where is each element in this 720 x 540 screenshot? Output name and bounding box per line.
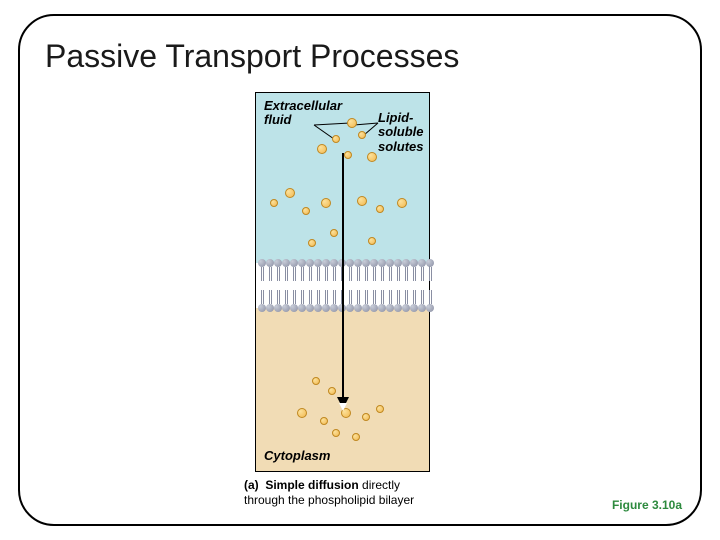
solute-particle-icon: [357, 196, 367, 206]
caption-term: Simple diffusion: [265, 478, 358, 492]
solute-particle-icon: [376, 405, 384, 413]
phospholipid-tail-icon: [431, 267, 432, 281]
solute-particle-icon: [321, 198, 331, 208]
solute-particle-icon: [332, 135, 340, 143]
figure-caption: (a) Simple diffusion directlythrough the…: [244, 478, 474, 508]
solute-particle-icon: [308, 239, 316, 247]
solute-particle-icon: [285, 188, 295, 198]
solute-particle-icon: [330, 229, 338, 237]
solute-particle-icon: [332, 429, 340, 437]
solute-particle-icon: [302, 207, 310, 215]
diffusion-arrow-dashed-segment: [342, 263, 344, 308]
phospholipid-tail-icon: [431, 290, 432, 304]
figure-number: Figure 3.10a: [612, 498, 682, 512]
solute-particle-icon: [320, 417, 328, 425]
solute-particle-icon: [362, 413, 370, 421]
membrane-diagram: Extracellularfluid Lipid-solublesolutes …: [255, 92, 430, 472]
solute-particle-icon: [352, 433, 360, 441]
solute-particle-icon: [312, 377, 320, 385]
solute-particle-icon: [367, 152, 377, 162]
caption-letter: (a): [244, 478, 259, 492]
page-title: Passive Transport Processes: [45, 38, 459, 75]
solute-particle-icon: [376, 205, 384, 213]
solute-particle-icon: [328, 387, 336, 395]
solute-particle-icon: [347, 118, 357, 128]
solute-particle-icon: [317, 144, 327, 154]
solute-particle-icon: [397, 198, 407, 208]
caption-text-1: directly: [362, 478, 400, 492]
solute-particle-icon: [344, 151, 352, 159]
solute-particle-icon: [358, 131, 366, 139]
caption-text-2: through the phospholipid bilayer: [244, 493, 414, 507]
solute-particle-icon: [297, 408, 307, 418]
solute-particle-icon: [270, 199, 278, 207]
solute-particle-icon: [368, 237, 376, 245]
